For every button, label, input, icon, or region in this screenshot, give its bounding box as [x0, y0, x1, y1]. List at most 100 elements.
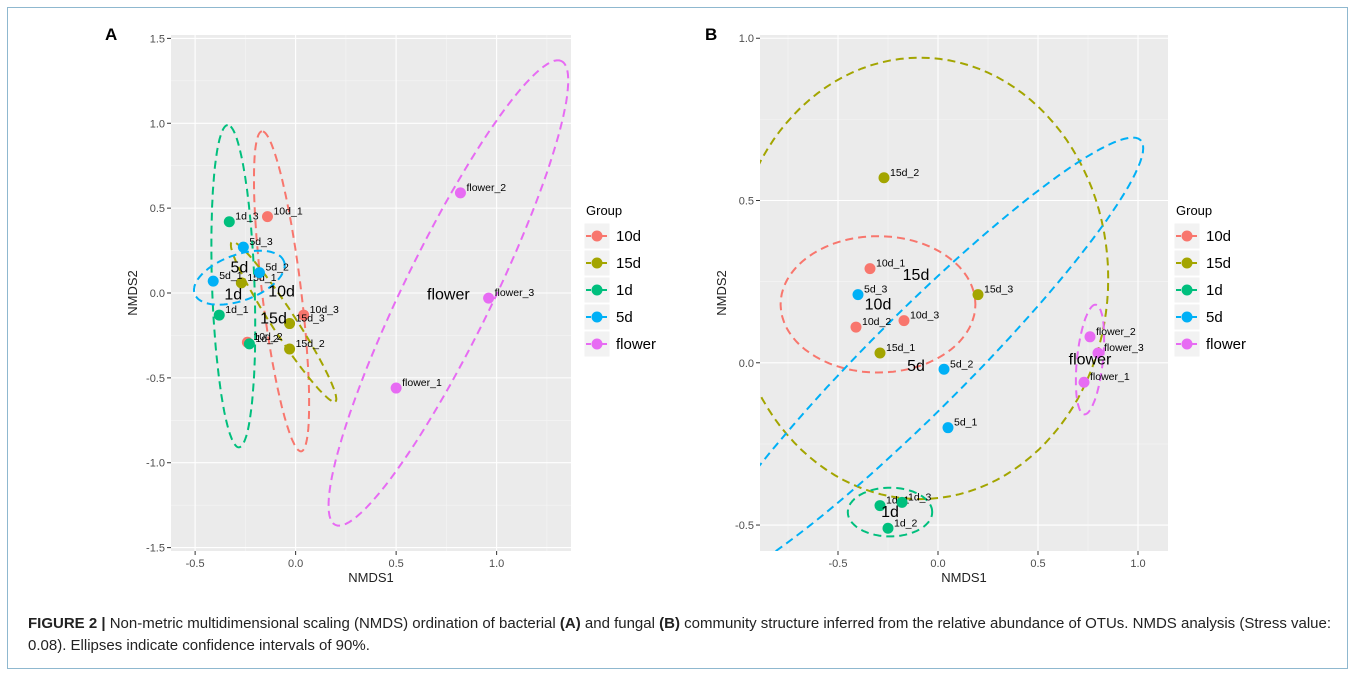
y-tick-label: -1.5 [146, 543, 165, 555]
panel-a: -0.5 0.0 0.5 1.0 -1.5 -1.0 -0.5 0.0 0.5 1.0 1.5 NMD… [105, 25, 656, 585]
legend-entry-5d: 5d [1206, 309, 1223, 326]
legend-key-point [1181, 311, 1193, 323]
x-tick-label: 0.0 [930, 558, 945, 570]
point-label-15d_2: 15d_2 [890, 167, 919, 179]
point-label-15d_3: 15d_3 [296, 313, 325, 325]
legend-key-point [591, 257, 603, 269]
figure-caption: FIGURE 2 | Non-metric multidimensional s… [28, 613, 1348, 657]
legend-entry-10d: 10d [616, 228, 641, 245]
x-tick-label: -0.5 [186, 558, 205, 570]
point-label-1d_2: 1d_2 [255, 333, 279, 345]
group-label-flower: flower [427, 287, 470, 304]
y-tick-label: -0.5 [735, 520, 754, 532]
group-label-10d: 10d [865, 296, 892, 313]
point-10d_3 [298, 309, 310, 321]
figure-canvas: -0.5 0.0 0.5 1.0 -1.5 -1.0 -0.5 0.0 0.5 1.0 1.5 NMD… [105, 25, 1246, 585]
legend-key-point [591, 284, 603, 296]
group-label-1d: 1d [881, 504, 899, 521]
group-label-10d: 10d [268, 283, 295, 300]
point-label-1d_1: 1d_1 [225, 304, 249, 316]
ellipse-5d [193, 249, 286, 306]
ellipse-1d [210, 124, 257, 449]
ellipse-10d [779, 235, 977, 374]
ellipse-10d [253, 130, 311, 453]
point-label-1d_3: 1d_3 [235, 211, 259, 223]
point-flower_3 [483, 292, 495, 304]
x-tick-label: 1.0 [1130, 558, 1145, 570]
point-label-10d_3: 10d_3 [310, 304, 339, 316]
legend-key-point [591, 338, 603, 350]
legend-entry-flower: flower [1206, 336, 1246, 353]
point-label-5d_3: 5d_3 [864, 284, 888, 296]
ellipse-15d [760, 56, 1110, 501]
figure-frame: -0.5 0.0 0.5 1.0 -1.5 -1.0 -0.5 0.0 0.5 1.0 1.5 NMD… [7, 7, 1348, 669]
x-tick-label: 1.0 [489, 558, 504, 570]
group-label-15d: 15d [903, 267, 930, 284]
legend-entry-1d: 1d [1206, 282, 1223, 299]
group-label-15d: 15d [260, 310, 287, 327]
point-1d_3 [896, 496, 908, 508]
ellipse-flower [1074, 303, 1106, 416]
caption-figure-label: FIGURE 2 | [28, 615, 106, 632]
point-flower_3 [1092, 347, 1104, 359]
ellipse-flower [327, 59, 570, 527]
point-5d_1 [942, 422, 954, 434]
point-5d_3 [237, 241, 249, 253]
caption-text-3: community structure inferred from the re… [28, 615, 1332, 654]
point-10d_2 [850, 321, 862, 333]
point-flower_1 [1078, 376, 1090, 388]
y-axis-title: NMDS2 [714, 270, 729, 316]
x-tick-label: -0.5 [829, 558, 848, 570]
group-label-1d: 1d [224, 287, 242, 304]
group-label-flower: flower [1069, 352, 1112, 369]
point-flower_2 [454, 187, 466, 199]
y-tick-label: -0.5 [146, 373, 165, 385]
x-tick-label: 0.0 [288, 558, 303, 570]
point-label-5d_1: 5d_1 [219, 270, 243, 282]
panel-label-a: A [105, 25, 117, 44]
group-label-5d: 5d [230, 260, 248, 277]
legend-key-point [591, 311, 603, 323]
point-label-10d_2: 10d_2 [253, 331, 282, 343]
point-label-15d_2: 15d_2 [296, 338, 325, 350]
point-label-15d_1: 15d_1 [886, 342, 915, 354]
point-label-5d_2: 5d_2 [265, 262, 289, 274]
point-label-flower_3: flower_3 [495, 287, 535, 299]
point-5d_2 [938, 363, 950, 375]
plot-content: 10d_110d_210d_315d_115d_215d_31d_11d_21d… [760, 56, 1145, 551]
point-label-flower_1: flower_1 [1090, 371, 1130, 383]
legend-b: Group 10d 15d 1d 5d flower [1173, 203, 1246, 358]
x-axis-title: NMDS1 [348, 570, 394, 585]
legend-key-point [1181, 257, 1193, 269]
x-axis-title: NMDS1 [941, 570, 987, 585]
legend-title: Group [586, 203, 622, 218]
ellipse-1d [846, 486, 934, 538]
point-flower_2 [1084, 331, 1096, 343]
legend-key-point [1181, 284, 1193, 296]
point-15d_3 [972, 289, 984, 301]
point-1d_3 [223, 216, 235, 228]
caption-text-2: and fungal [580, 615, 660, 632]
point-15d_2 [878, 172, 890, 184]
point-1d_2 [882, 522, 894, 534]
y-tick-label: -1.0 [146, 458, 165, 470]
y-tick-label: 1.0 [739, 33, 754, 45]
point-label-flower_3: flower_3 [1104, 342, 1144, 354]
point-1d_1 [874, 500, 886, 512]
legend-entry-flower: flower [616, 336, 656, 353]
caption-text-1: Non-metric multidimensional scaling (NMD… [105, 615, 560, 632]
point-flower_1 [390, 382, 402, 394]
point-15d_1 [235, 277, 247, 289]
point-15d_2 [284, 343, 296, 355]
legend-entry-10d: 10d [1206, 228, 1231, 245]
legend-key-point [591, 230, 603, 242]
point-label-15d_3: 15d_3 [984, 284, 1013, 296]
point-1d_2 [243, 338, 255, 350]
y-tick-label: 0.0 [150, 288, 165, 300]
point-label-1d_2: 1d_2 [894, 517, 918, 529]
legend-entry-15d: 15d [1206, 255, 1231, 272]
y-tick-label: 1.0 [150, 118, 165, 130]
point-5d_3 [852, 289, 864, 301]
plot-background [760, 35, 1168, 551]
point-10d_3 [898, 315, 910, 327]
